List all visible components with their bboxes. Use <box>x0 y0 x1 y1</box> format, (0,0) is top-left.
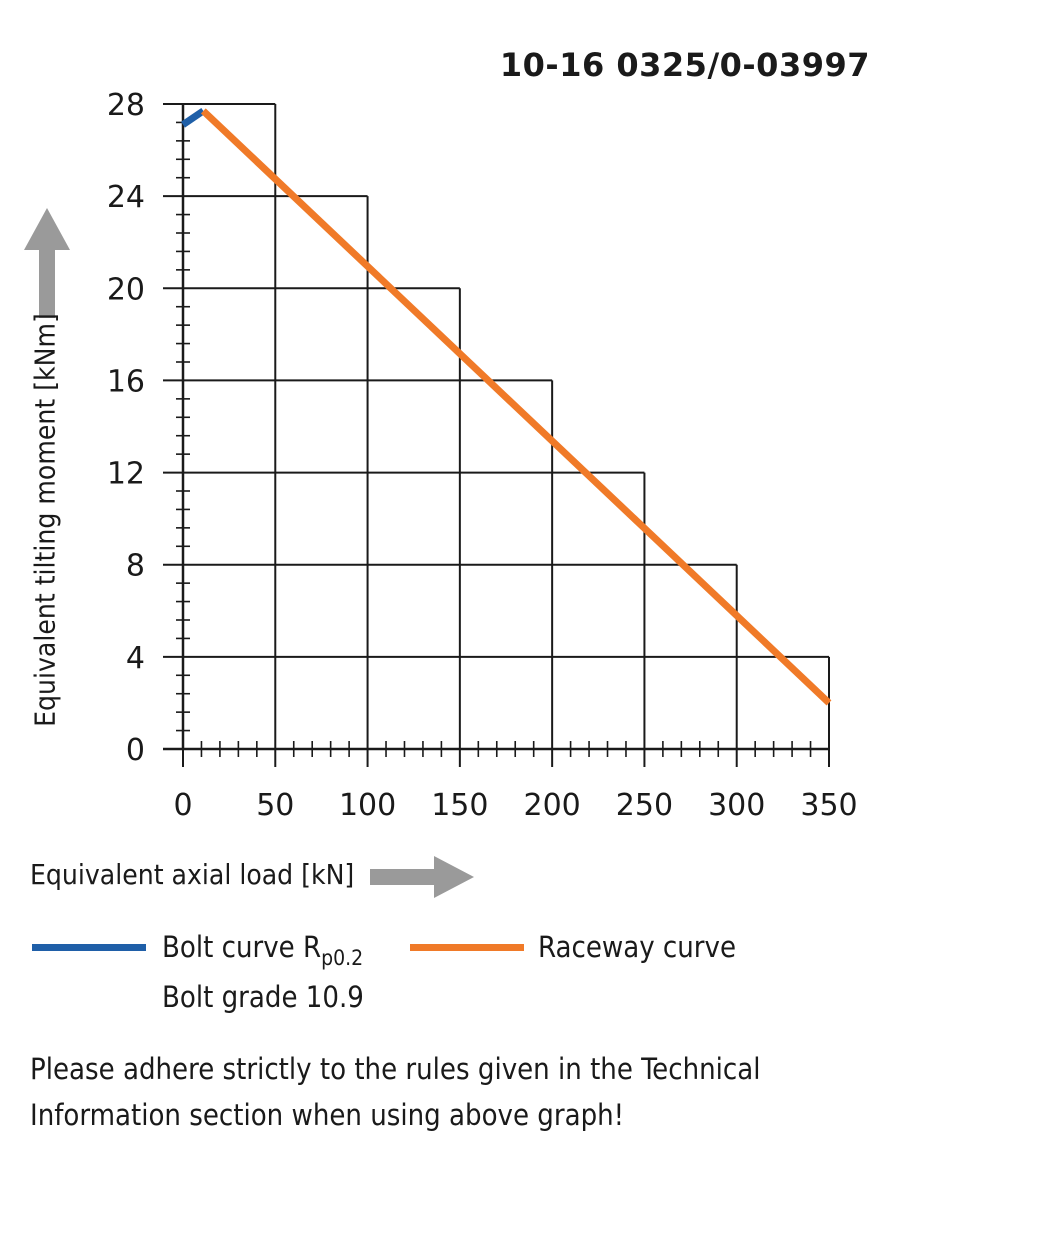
x-tick-label: 200 <box>524 788 581 823</box>
x-tick-label: 250 <box>616 788 673 823</box>
legend-bolt-grade: Bolt grade 10.9 <box>162 980 364 1014</box>
x-tick-label: 100 <box>339 788 396 823</box>
y-tick-label: 20 <box>107 272 145 307</box>
y-tick-label: 4 <box>126 641 145 676</box>
right-arrow-icon <box>370 856 474 898</box>
up-arrow-icon <box>24 208 70 318</box>
x-tick-label: 150 <box>431 788 488 823</box>
y-tick-label: 16 <box>107 364 145 399</box>
usage-note-line-1: Please adhere strictly to the rules give… <box>30 1052 761 1086</box>
series-line-raceway-curve <box>200 108 832 706</box>
legend-raceway-label: Raceway curve <box>538 930 737 964</box>
legend-bolt-label: Bolt curve Rp0.2 <box>162 930 363 970</box>
legend-bolt-text: Bolt curve R <box>162 930 322 964</box>
x-axis-label: Equivalent axial load [kN] <box>30 858 355 891</box>
legend-bolt-subscript: p0.2 <box>321 946 364 970</box>
y-tick-label: 28 <box>107 88 145 123</box>
y-tick-label: 0 <box>126 733 145 768</box>
y-tick-label: 8 <box>126 549 145 584</box>
y-tick-label: 24 <box>107 180 145 215</box>
y-axis-label: Equivalent tilting moment [kNm] <box>28 313 62 727</box>
x-tick-label: 0 <box>173 788 192 823</box>
x-tick-label: 50 <box>256 788 294 823</box>
usage-note-line-2: Information section when using above gra… <box>30 1098 625 1132</box>
chart-area: 0 4 8 12 16 20 24 28 0 50 100 150 200 250 300 350 <box>107 88 858 823</box>
x-tick-label: 350 <box>800 788 857 823</box>
usage-note: Please adhere strictly to the rules give… <box>30 1046 761 1138</box>
series-line-bolt-curve <box>181 108 206 128</box>
chart-title: 10-16 0325/0-03997 <box>499 46 870 84</box>
x-tick-label: 300 <box>708 788 765 823</box>
legend-bolt-line <box>32 944 146 951</box>
y-tick-label: 12 <box>107 457 145 492</box>
legend-raceway-line <box>410 944 524 951</box>
